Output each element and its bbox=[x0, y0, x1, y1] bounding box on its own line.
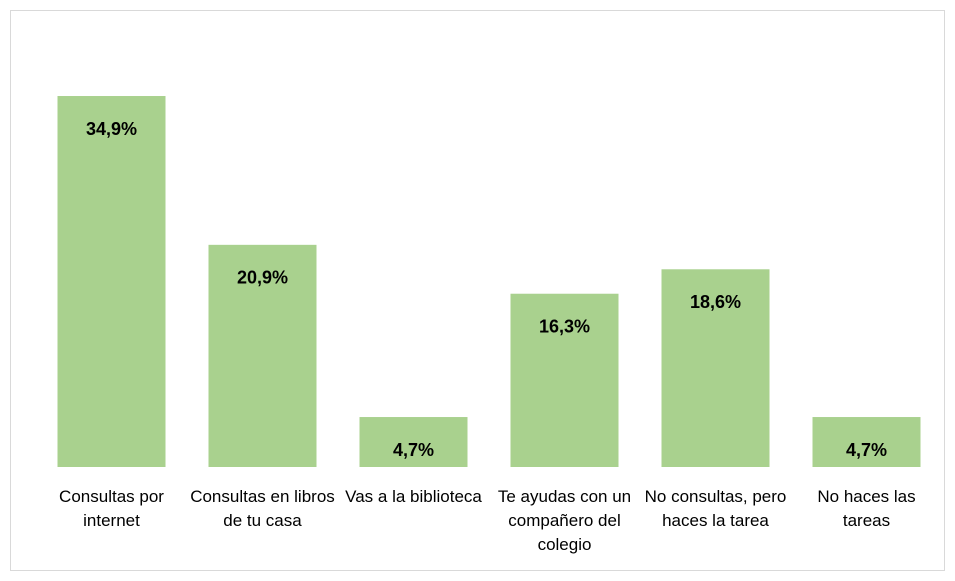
data-label: 20,9% bbox=[237, 268, 288, 288]
x-tick-label: Consultas por internet bbox=[59, 487, 164, 530]
x-tick-label: Consultas en libros de tu casa bbox=[190, 487, 335, 530]
bar bbox=[661, 269, 770, 467]
bar bbox=[208, 244, 317, 467]
bar bbox=[812, 417, 921, 467]
data-label: 18,6% bbox=[690, 292, 741, 312]
data-label: 4,7% bbox=[846, 440, 887, 460]
x-tick-label: Vas a la biblioteca bbox=[345, 487, 482, 506]
bar bbox=[510, 293, 619, 467]
data-label: 16,3% bbox=[539, 316, 590, 336]
data-label: 34,9% bbox=[86, 119, 137, 139]
data-label: 4,7% bbox=[393, 440, 434, 460]
x-tick-label: No haces las tareas bbox=[817, 487, 916, 530]
bar bbox=[359, 417, 468, 467]
chart-border bbox=[10, 10, 945, 571]
bar bbox=[57, 96, 166, 467]
x-tick-label: No consultas, pero haces la tarea bbox=[644, 487, 787, 530]
x-tick-label: Te ayudas con un compañero del colegio bbox=[497, 487, 632, 554]
